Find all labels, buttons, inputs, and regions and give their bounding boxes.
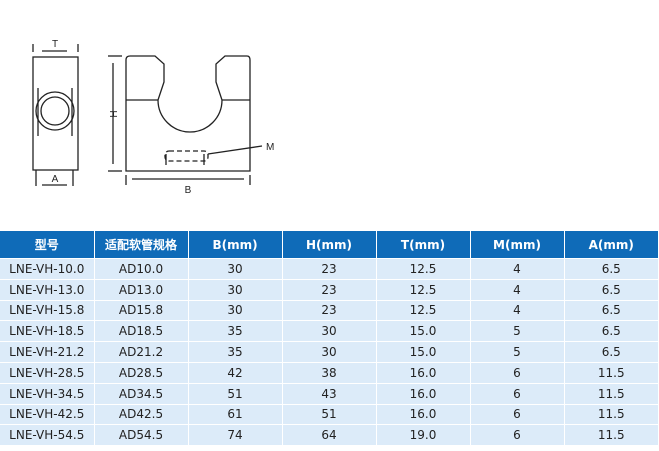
table-cell: 11.5	[564, 403, 658, 425]
table-cell: AD54.5	[94, 424, 189, 446]
table-row: LNE-VH-10.0 AD10.0 30 23 12.5 4 6.5	[0, 258, 658, 280]
table-row: LNE-VH-42.5 AD42.5 61 51 16.0 6 11.5	[0, 403, 658, 425]
table-cell: 4	[470, 299, 565, 321]
table-cell: AD34.5	[94, 382, 189, 405]
table-cell: LNE-VH-18.5	[0, 320, 95, 342]
table-cell: 30	[282, 320, 377, 342]
table-row: LNE-VH-34.5 AD34.5 51 43 16.0 6 11.5	[0, 382, 658, 405]
table-row: LNE-VH-13.0 AD13.0 30 23 12.5 4 6.5	[0, 278, 658, 301]
side-view: T A	[32, 39, 79, 186]
table-cell: AD10.0	[94, 258, 189, 280]
column-header: T(mm)	[376, 231, 471, 259]
dimension-m-label: M	[266, 142, 274, 153]
table-cell: AD42.5	[94, 403, 189, 425]
column-header: H(mm)	[282, 231, 377, 259]
table-cell: LNE-VH-28.5	[0, 361, 95, 384]
table-cell: LNE-VH-42.5	[0, 403, 95, 425]
table-row: LNE-VH-18.5 AD18.5 35 30 15.0 5 6.5	[0, 320, 658, 342]
table-cell: 5	[470, 341, 565, 363]
table-cell: 11.5	[564, 382, 658, 405]
table-cell: 35	[188, 320, 283, 342]
table-cell: 6.5	[564, 320, 658, 342]
table-cell: 43	[282, 382, 377, 405]
dimension-t-label: T	[52, 39, 58, 50]
table-cell: 6.5	[564, 278, 658, 301]
table-cell: 30	[188, 299, 283, 321]
table-cell: 19.0	[376, 424, 471, 446]
table-cell: AD15.8	[94, 299, 189, 321]
table-cell: 6	[470, 403, 565, 425]
table-cell: 16.0	[376, 403, 471, 425]
table-cell: 6.5	[564, 258, 658, 280]
table-cell: 51	[282, 403, 377, 425]
table-cell: 4	[470, 258, 565, 280]
table-cell: 30	[188, 258, 283, 280]
table-cell: 23	[282, 258, 377, 280]
table-cell: 6	[470, 424, 565, 446]
column-header: 适配软管规格	[94, 231, 189, 259]
table-row: LNE-VH-28.5 AD28.5 42 38 16.0 6 11.5	[0, 361, 658, 384]
table-cell: LNE-VH-21.2	[0, 341, 95, 363]
table-cell: AD28.5	[94, 361, 189, 384]
table-cell: 6	[470, 382, 565, 405]
column-header: A(mm)	[564, 231, 658, 259]
table-cell: AD18.5	[94, 320, 189, 342]
table-cell: 42	[188, 361, 283, 384]
table-cell: LNE-VH-34.5	[0, 382, 95, 405]
spec-table: 型号 适配软管规格 B(mm) H(mm) T(mm) M(mm) A(mm) LNE-VH…	[0, 231, 658, 446]
table-row: LNE-VH-15.8 AD15.8 30 23 12.5 4 6.5	[0, 299, 658, 321]
table-cell: 4	[470, 278, 565, 301]
table-cell: 30	[188, 278, 283, 301]
table-row: LNE-VH-54.5 AD54.5 74 64 19.0 6 11.5	[0, 424, 658, 446]
table-cell: 64	[282, 424, 377, 446]
table-cell: 15.0	[376, 341, 471, 363]
table-cell: 12.5	[376, 299, 471, 321]
technical-drawing: T A H M B	[32, 39, 274, 196]
table-cell: 11.5	[564, 361, 658, 384]
column-header: B(mm)	[188, 231, 283, 259]
table-cell: 35	[188, 341, 283, 363]
table-cell: 11.5	[564, 424, 658, 446]
table-cell: 6	[470, 361, 565, 384]
front-view: H M B	[107, 55, 274, 196]
table-cell: 16.0	[376, 361, 471, 384]
table-header-row: 型号 适配软管规格 B(mm) H(mm) T(mm) M(mm) A(mm)	[0, 231, 658, 259]
table-cell: 5	[470, 320, 565, 342]
table-cell: LNE-VH-10.0	[0, 258, 95, 280]
table-cell: LNE-VH-54.5	[0, 424, 95, 446]
table-cell: 61	[188, 403, 283, 425]
table-cell: AD21.2	[94, 341, 189, 363]
column-header: 型号	[0, 231, 95, 259]
dimension-h-label: H	[107, 110, 118, 117]
table-cell: 6.5	[564, 341, 658, 363]
table-cell: 16.0	[376, 382, 471, 405]
table-cell: 23	[282, 278, 377, 301]
table-cell: 30	[282, 341, 377, 363]
table-cell: 12.5	[376, 258, 471, 280]
table-cell: 12.5	[376, 278, 471, 301]
table-cell: 38	[282, 361, 377, 384]
table-cell: 23	[282, 299, 377, 321]
table-row: LNE-VH-21.2 AD21.2 35 30 15.0 5 6.5	[0, 341, 658, 363]
table-cell: LNE-VH-15.8	[0, 299, 95, 321]
table-cell: 15.0	[376, 320, 471, 342]
table-cell: 6.5	[564, 299, 658, 321]
table-cell: AD13.0	[94, 278, 189, 301]
table-cell: 74	[188, 424, 283, 446]
table-cell: LNE-VH-13.0	[0, 278, 95, 301]
column-header: M(mm)	[470, 231, 565, 259]
table-cell: 51	[188, 382, 283, 405]
dimension-b-label: B	[185, 185, 192, 196]
dimension-a-label: A	[52, 174, 59, 185]
